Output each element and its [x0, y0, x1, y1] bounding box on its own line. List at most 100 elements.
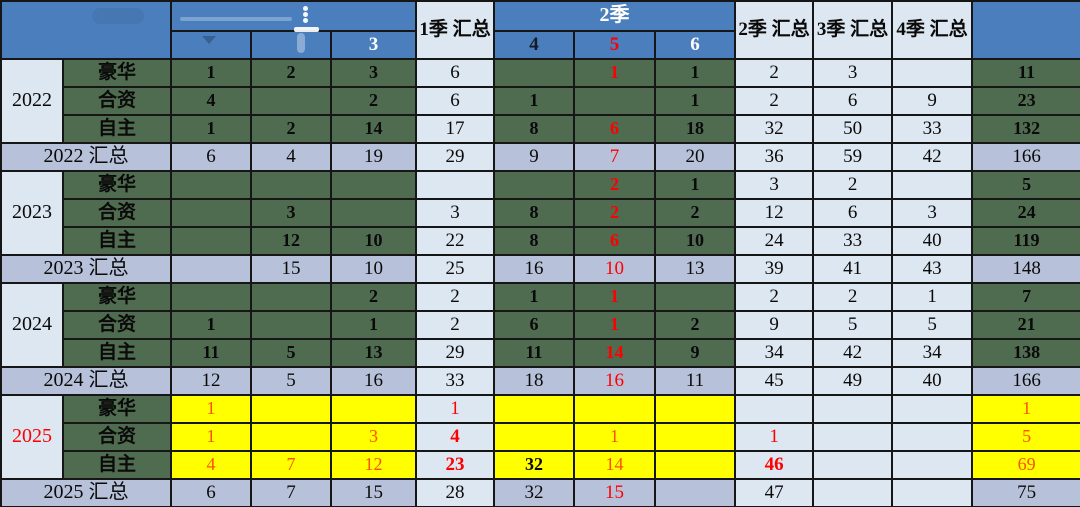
cell[interactable]: 2 [734, 86, 815, 116]
q1-group-header[interactable] [169, 0, 418, 32]
q4-total-header[interactable]: 4季 汇总 [891, 0, 974, 60]
cell[interactable] [654, 282, 737, 312]
cell[interactable]: 10 [654, 226, 737, 256]
cell[interactable]: 50 [812, 114, 894, 144]
cell[interactable]: 10 [329, 254, 418, 284]
cell[interactable]: 16 [573, 366, 657, 396]
cell[interactable]: 6 [812, 198, 894, 228]
cell[interactable]: 1 [654, 170, 737, 200]
cell[interactable]: 43 [891, 254, 974, 284]
cell[interactable]: 69 [971, 450, 1080, 480]
cell[interactable]: 12 [250, 226, 332, 256]
cell[interactable]: 42 [891, 142, 974, 172]
cell[interactable]: 45 [734, 366, 815, 396]
cell[interactable] [654, 422, 737, 452]
cell[interactable]: 1 [170, 114, 252, 144]
cell[interactable]: 34 [891, 338, 974, 368]
cell[interactable] [170, 254, 252, 284]
cell[interactable]: 6 [812, 86, 894, 116]
cell[interactable]: 33 [415, 366, 496, 396]
cell[interactable]: 1 [493, 282, 576, 312]
cell[interactable]: 14 [573, 450, 657, 480]
cell[interactable]: 8 [493, 226, 576, 256]
cell[interactable]: 32 [493, 478, 576, 507]
month-4-header[interactable]: 4 [493, 30, 576, 60]
cell[interactable] [170, 226, 252, 256]
cell[interactable]: 3 [415, 198, 496, 228]
summary-label[interactable]: 2024 汇总 [0, 366, 172, 396]
cell[interactable]: 9 [493, 142, 576, 172]
category-label[interactable]: 自主 [62, 226, 172, 256]
cell[interactable]: 5 [971, 170, 1080, 200]
cell[interactable] [891, 478, 974, 507]
cell[interactable]: 15 [329, 478, 418, 507]
cell[interactable] [734, 394, 815, 424]
cell[interactable]: 7 [250, 478, 332, 507]
cell[interactable]: 3 [329, 58, 418, 88]
cell[interactable]: 10 [329, 226, 418, 256]
cell[interactable]: 2 [734, 58, 815, 88]
cell[interactable]: 1 [170, 394, 252, 424]
cell[interactable]: 6 [415, 58, 496, 88]
cell[interactable] [493, 58, 576, 88]
cell[interactable]: 1 [734, 422, 815, 452]
cell[interactable]: 2 [250, 114, 332, 144]
cell[interactable] [891, 450, 974, 480]
cell[interactable]: 6 [170, 142, 252, 172]
cell[interactable]: 166 [971, 142, 1080, 172]
cell[interactable]: 39 [734, 254, 815, 284]
cell[interactable]: 1 [329, 310, 418, 340]
cell[interactable]: 2 [573, 198, 657, 228]
cell[interactable]: 15 [250, 254, 332, 284]
cell[interactable] [573, 394, 657, 424]
cell[interactable]: 12 [329, 450, 418, 480]
cell[interactable]: 6 [170, 478, 252, 507]
cell[interactable]: 7 [573, 142, 657, 172]
category-label[interactable]: 自主 [62, 114, 172, 144]
cell[interactable] [891, 422, 974, 452]
cell[interactable]: 5 [250, 366, 332, 396]
cell[interactable]: 42 [812, 338, 894, 368]
cell[interactable]: 32 [734, 114, 815, 144]
month-2-header[interactable] [250, 30, 332, 60]
cell[interactable] [812, 422, 894, 452]
cell[interactable] [170, 170, 252, 200]
cell[interactable]: 4 [170, 450, 252, 480]
cell[interactable]: 166 [971, 366, 1080, 396]
year-label[interactable]: 2024 [0, 282, 64, 368]
cell[interactable]: 1 [971, 394, 1080, 424]
cell[interactable]: 28 [415, 478, 496, 507]
cell[interactable]: 24 [971, 198, 1080, 228]
cell[interactable]: 8 [493, 198, 576, 228]
cell[interactable]: 2 [654, 310, 737, 340]
cell[interactable]: 5 [812, 310, 894, 340]
cell[interactable]: 1 [654, 86, 737, 116]
cell[interactable]: 33 [812, 226, 894, 256]
month-5-header[interactable]: 5 [573, 30, 657, 60]
category-label[interactable]: 合资 [62, 198, 172, 228]
q2-group-header[interactable]: 2季 [493, 0, 737, 32]
cell[interactable]: 36 [734, 142, 815, 172]
cell[interactable]: 33 [891, 114, 974, 144]
cell[interactable]: 1 [170, 310, 252, 340]
cell[interactable]: 1 [493, 86, 576, 116]
cell[interactable]: 2 [734, 282, 815, 312]
cell[interactable] [654, 450, 737, 480]
cell[interactable]: 5 [971, 422, 1080, 452]
cell[interactable] [493, 394, 576, 424]
cell[interactable]: 7 [250, 450, 332, 480]
cell[interactable]: 13 [329, 338, 418, 368]
category-label[interactable]: 合资 [62, 86, 172, 116]
cell[interactable] [812, 478, 894, 507]
cell[interactable] [170, 282, 252, 312]
cell[interactable]: 132 [971, 114, 1080, 144]
cell[interactable] [493, 422, 576, 452]
cell[interactable]: 2 [415, 310, 496, 340]
cell[interactable] [250, 170, 332, 200]
cell[interactable]: 29 [415, 338, 496, 368]
cell[interactable]: 9 [734, 310, 815, 340]
cell[interactable] [493, 170, 576, 200]
cell[interactable]: 18 [654, 114, 737, 144]
cell[interactable]: 25 [415, 254, 496, 284]
cell[interactable]: 23 [415, 450, 496, 480]
